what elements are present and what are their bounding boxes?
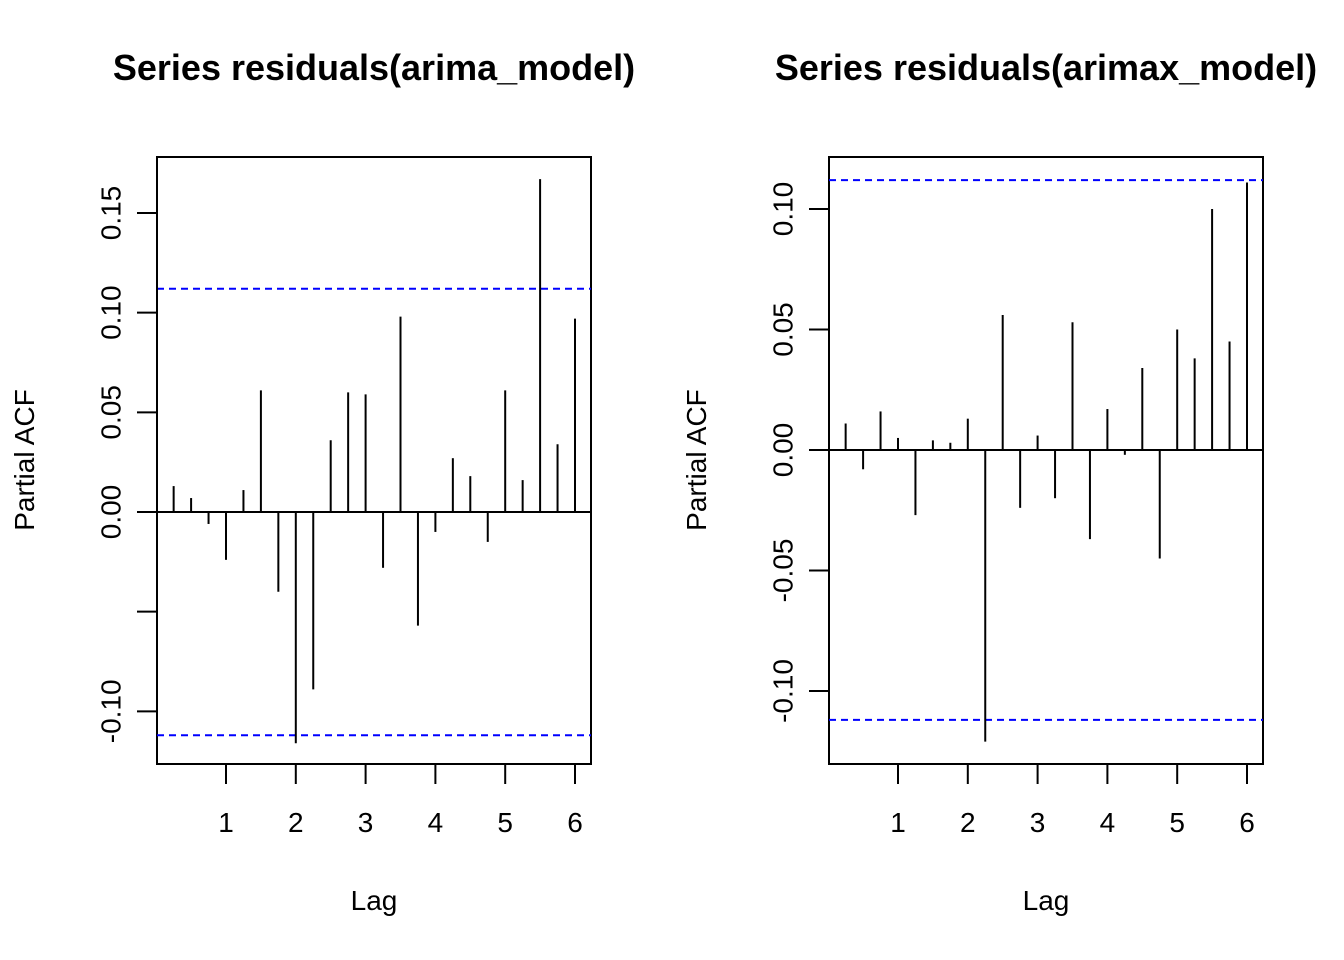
pacf-panel-arima: Series residuals(arima_model) Partial AC… (9, 47, 635, 916)
y-tick-label: -0.10 (768, 659, 799, 723)
x-tick-label: 2 (288, 807, 304, 838)
chart-title: Series residuals(arimax_model) (775, 47, 1317, 88)
x-tick-label: 6 (567, 807, 583, 838)
x-axis-label: Lag (351, 885, 398, 916)
plot-frame (156, 156, 592, 765)
y-axis-label: Partial ACF (9, 389, 40, 531)
y-tick-label: -0.10 (96, 679, 127, 743)
plot-frame (828, 156, 1264, 765)
y-tick-label: 0.05 (768, 302, 799, 357)
y-tick-label: 0.05 (96, 385, 127, 440)
y-axis: Partial ACF (9, 389, 40, 531)
x-axis-label: Lag (1023, 885, 1070, 916)
x-tick-label: 5 (1169, 807, 1185, 838)
y-tick-label: 0.00 (96, 485, 127, 540)
x-tick-label: 6 (1239, 807, 1255, 838)
x-tick-label: 1 (890, 807, 906, 838)
x-tick-label: 3 (358, 807, 374, 838)
plot-marks: 1 2 3 4 5 6 -0.10 -0.05 0.00 0.05 0.10 (768, 179, 1263, 838)
x-tick-label: 3 (1030, 807, 1046, 838)
x-tick-label: 5 (497, 807, 513, 838)
x-tick-label: 2 (960, 807, 976, 838)
y-tick-label: 0.10 (768, 182, 799, 237)
y-axis: Partial ACF (681, 389, 712, 531)
y-tick-label: 0.00 (768, 423, 799, 478)
y-tick-label: 0.15 (96, 186, 127, 241)
chart-title: Series residuals(arima_model) (113, 47, 635, 88)
y-tick-label: -0.05 (768, 539, 799, 603)
y-axis-label: Partial ACF (681, 389, 712, 531)
x-tick-label: 1 (218, 807, 234, 838)
x-tick-label: 4 (1100, 807, 1116, 838)
pacf-panel-arimax: Series residuals(arimax_model) Partial A… (681, 47, 1317, 916)
plot-marks: 1 2 3 4 5 6 -0.10 0.00 0.05 0.10 0.15 (96, 179, 591, 838)
x-tick-label: 4 (428, 807, 444, 838)
y-tick-label: 0.10 (96, 285, 127, 340)
